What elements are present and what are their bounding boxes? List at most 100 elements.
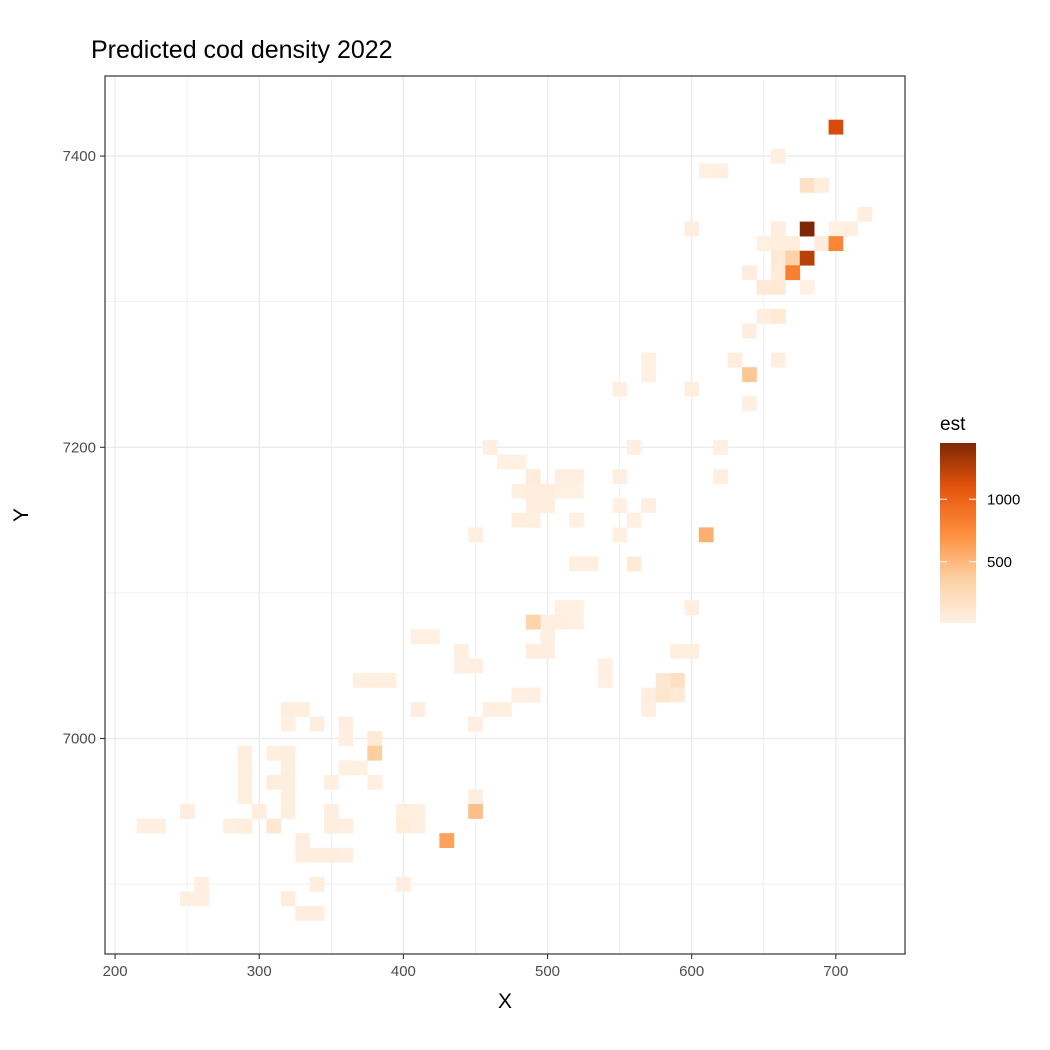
heatmap-cell	[194, 876, 210, 892]
legend: est 500 1000	[940, 414, 1020, 623]
heatmap-cell	[280, 702, 296, 717]
heatmap-cell	[223, 818, 238, 834]
heatmap-cell	[266, 818, 282, 834]
plot-panel-border	[104, 75, 906, 955]
heatmap-cell	[410, 629, 426, 645]
heatmap-cell	[612, 527, 628, 543]
heatmap-cell	[352, 760, 368, 776]
heatmap-cell	[799, 279, 815, 295]
heatmap-cell	[468, 804, 483, 819]
heatmap-cell	[540, 498, 556, 514]
heatmap-cell	[237, 774, 253, 790]
legend-ticks: 500 1000	[940, 491, 1020, 571]
heatmap-cell	[641, 352, 656, 368]
heatmap-cell	[554, 614, 570, 630]
legend-tick-label: 1000	[987, 491, 1020, 508]
heatmap-cell	[540, 643, 556, 659]
heatmap-cell	[756, 236, 772, 252]
heatmap-cell	[280, 745, 296, 761]
heatmap-cell	[770, 308, 786, 324]
heatmap-cell	[612, 469, 628, 484]
heatmap-cell	[770, 148, 786, 164]
heatmap-cell	[439, 833, 455, 849]
heatmap-cell	[194, 891, 210, 907]
heatmap-cell	[453, 643, 469, 659]
heatmap-cell	[367, 731, 383, 747]
heatmap-cell	[554, 469, 570, 484]
heatmap-cell	[569, 614, 584, 630]
heatmap-cell	[425, 629, 440, 645]
heatmap-cell	[179, 804, 195, 819]
heatmap-cell	[799, 177, 815, 193]
heatmap-cell	[280, 774, 296, 790]
heatmap-cell	[713, 469, 729, 484]
heatmap-cells	[136, 119, 873, 921]
heatmap-cell	[569, 600, 584, 616]
heatmap-cell	[367, 672, 383, 688]
x-axis-ticks: 200 300 400 500 600 700	[103, 954, 848, 980]
heatmap-cell	[396, 804, 411, 819]
heatmap-cell	[468, 789, 483, 805]
heatmap-cell	[742, 396, 757, 412]
heatmap-cell	[367, 774, 383, 790]
heatmap-cell	[828, 236, 844, 252]
heatmap-cell	[266, 745, 282, 761]
heatmap-cell	[381, 672, 397, 688]
heatmap-cell	[396, 876, 411, 892]
legend-tick-label: 500	[987, 554, 1012, 571]
heatmap-cell	[468, 716, 483, 732]
heatmap-cell	[814, 236, 829, 252]
heatmap-cell	[396, 818, 411, 834]
heatmap-cell	[684, 221, 700, 237]
heatmap-cell	[670, 643, 685, 659]
y-axis-title: Y	[10, 508, 33, 522]
heatmap-cell	[569, 483, 584, 499]
heatmap-cell	[295, 702, 310, 717]
heatmap-cell	[814, 177, 829, 193]
y-tick-label: 7200	[63, 439, 96, 456]
y-tick-label: 7400	[63, 148, 96, 165]
x-tick-label: 400	[391, 963, 416, 980]
heatmap-cell	[569, 556, 584, 572]
heatmap-cell	[410, 804, 426, 819]
heatmap-cell	[280, 716, 296, 732]
heatmap-cell	[756, 279, 772, 295]
heatmap-cell	[525, 614, 541, 630]
heatmap-cell	[338, 847, 354, 863]
heatmap-cell	[352, 672, 368, 688]
heatmap-cell	[410, 702, 426, 717]
heatmap-cell	[742, 323, 757, 339]
heatmap-cell	[324, 774, 339, 790]
heatmap-cell	[511, 512, 527, 528]
y-tick-label: 7000	[63, 731, 96, 748]
heatmap-cell	[497, 454, 512, 470]
heatmap-cell	[511, 454, 527, 470]
x-tick-label: 300	[247, 963, 272, 980]
chart-title: Predicted cod density 2022	[91, 36, 393, 64]
heatmap-cell	[655, 672, 671, 688]
heatmap-cell	[525, 469, 541, 484]
heatmap-cell	[237, 818, 253, 834]
heatmap-cell	[641, 687, 656, 703]
x-tick-label: 600	[679, 963, 704, 980]
heatmap-cell	[540, 483, 556, 499]
heatmap-cell	[641, 498, 656, 514]
heatmap-cell	[525, 512, 541, 528]
heatmap-cell	[670, 672, 685, 688]
heatmap-cell	[324, 818, 339, 834]
heatmap-cell	[713, 163, 729, 179]
heatmap-cell	[799, 250, 815, 266]
heatmap-cell	[525, 687, 541, 703]
heatmap-cell	[756, 308, 772, 324]
x-tick-label: 700	[823, 963, 848, 980]
heatmap-cell	[626, 440, 642, 455]
heatmap-cell	[295, 847, 310, 863]
heatmap-cell	[742, 367, 757, 383]
heatmap-cell	[151, 818, 166, 834]
x-axis-title: X	[498, 990, 512, 1013]
heatmap-cell	[569, 512, 584, 528]
heatmap-cell	[612, 498, 628, 514]
heatmap-cell	[309, 876, 325, 892]
heatmap-cell	[367, 745, 383, 761]
legend-colorbar	[940, 443, 976, 623]
